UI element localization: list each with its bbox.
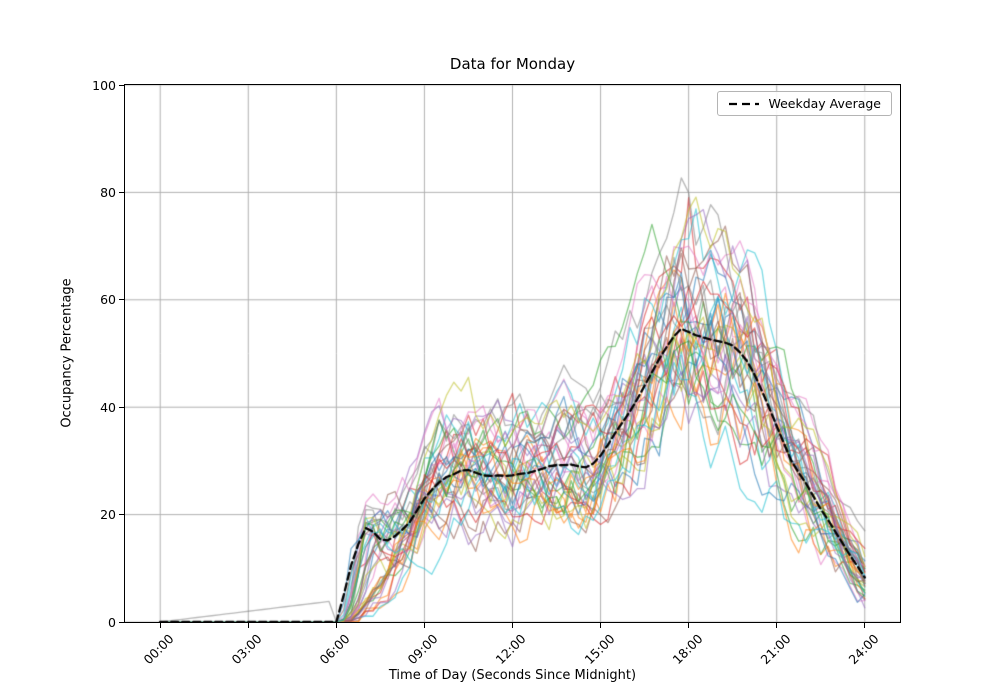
chart-canvas: [125, 85, 900, 622]
x-tick-mark: [247, 623, 249, 628]
x-tick-mark: [688, 623, 690, 628]
x-tick-label: 12:00: [493, 631, 530, 668]
x-tick-label: 21:00: [757, 631, 794, 668]
x-tick-label: 24:00: [845, 631, 882, 668]
x-axis-label: Time of Day (Seconds Since Midnight): [388, 668, 637, 683]
x-tick-mark: [600, 623, 602, 628]
legend-dashed-line-icon: [729, 102, 760, 105]
legend-label: Weekday Average: [768, 96, 881, 111]
legend: Weekday Average: [717, 91, 892, 116]
x-tick-label: 15:00: [581, 631, 618, 668]
y-tick-mark: [119, 191, 124, 193]
y-tick-mark: [119, 621, 124, 623]
y-tick-label: 60: [100, 292, 116, 308]
x-tick-label: 00:00: [140, 631, 177, 668]
y-tick-label: 40: [100, 399, 116, 415]
chart-title: Data for Monday: [449, 55, 576, 73]
y-tick-mark: [119, 299, 124, 301]
x-tick-label: 09:00: [404, 631, 442, 668]
y-tick-label: 80: [100, 184, 116, 200]
y-tick-mark: [119, 84, 124, 86]
x-tick-mark: [159, 623, 161, 628]
x-tick-label: 18:00: [669, 631, 706, 668]
y-tick-mark: [119, 406, 124, 408]
y-tick-label: 20: [100, 507, 116, 523]
y-tick-mark: [119, 514, 124, 516]
y-tick-label: 100: [92, 77, 116, 93]
x-tick-label: 06:00: [316, 631, 353, 668]
x-tick-mark: [335, 623, 337, 628]
plot-area: Weekday Average: [124, 84, 901, 623]
y-axis-label: Occupancy Percentage: [59, 278, 75, 428]
y-tick-label: 0: [108, 614, 116, 630]
x-tick-mark: [864, 623, 866, 628]
x-tick-label: 03:00: [228, 631, 265, 668]
x-tick-mark: [423, 623, 425, 628]
x-tick-mark: [512, 623, 513, 628]
x-tick-mark: [776, 623, 778, 628]
